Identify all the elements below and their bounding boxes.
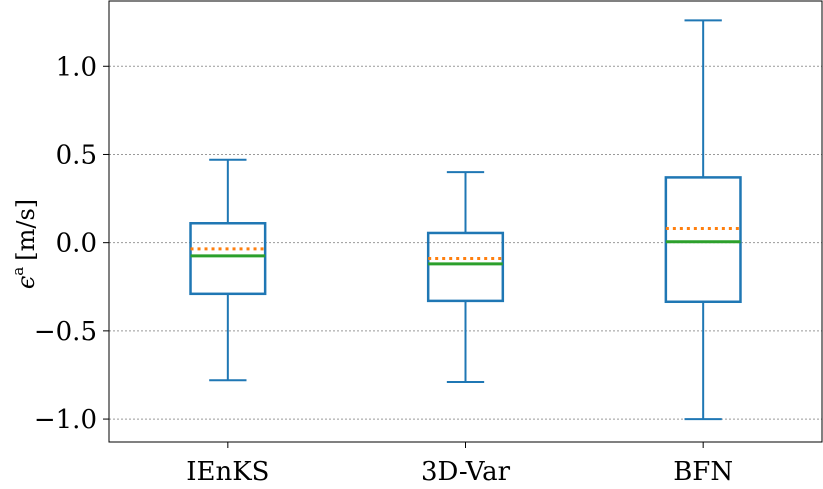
- box-iqr: [426, 231, 505, 303]
- y-tick-label: −0.5: [34, 317, 97, 347]
- y-tick-label: 0.0: [56, 229, 97, 259]
- box-3d-var: [426, 171, 505, 384]
- box-series: [189, 19, 742, 421]
- x-tick-label: IEnKS: [186, 457, 269, 487]
- x-axis: IEnKS 3D-Var BFN: [186, 442, 733, 487]
- y-tick-label: 0.5: [56, 140, 97, 170]
- y-axis-title-text: ϵa [m/s]: [9, 199, 40, 289]
- box-iqr: [664, 176, 742, 304]
- x-tick-label: BFN: [673, 457, 733, 487]
- box-bfn: [664, 19, 742, 421]
- y-axis: 1.0 0.5 0.0 −0.5 −1.0: [34, 52, 109, 435]
- box-iqr: [189, 222, 267, 296]
- y-axis-title-symbol: ϵ: [12, 276, 40, 289]
- y-axis-title-unit: [m/s]: [12, 199, 40, 261]
- y-tick-label: −1.0: [34, 405, 97, 435]
- y-tick-label: 1.0: [56, 52, 97, 82]
- y-axis-title: ϵa [m/s]: [9, 199, 40, 289]
- box-ienks: [189, 158, 267, 382]
- y-axis-title-superscript: a: [9, 267, 27, 276]
- x-tick-label: 3D-Var: [421, 457, 511, 487]
